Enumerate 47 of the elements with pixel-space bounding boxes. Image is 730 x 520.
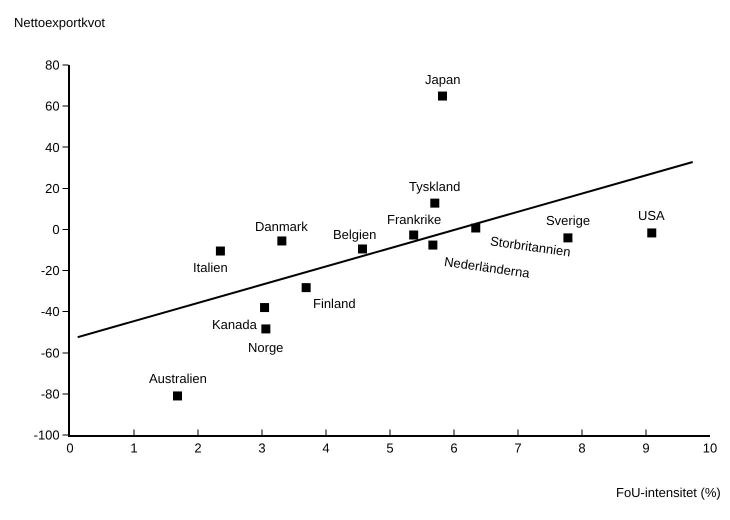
point bbox=[261, 324, 270, 334]
annotation: Japan bbox=[425, 72, 460, 87]
point bbox=[302, 283, 311, 292]
point bbox=[430, 198, 440, 208]
y-tick-label: -80 bbox=[40, 386, 60, 402]
point bbox=[358, 244, 367, 254]
point bbox=[428, 240, 438, 250]
point bbox=[173, 391, 182, 400]
annotation: Australien bbox=[149, 371, 207, 386]
x-axis-title: FoU-intensitet (%) bbox=[616, 485, 721, 500]
point bbox=[647, 228, 656, 238]
y-axis-title: Nettoexportkvot bbox=[14, 15, 106, 30]
annotation: Tyskland bbox=[409, 179, 460, 194]
y-tick-label: 0 bbox=[52, 222, 60, 237]
x-tick-label: 2 bbox=[194, 440, 202, 456]
x-tick-label: 8 bbox=[578, 440, 586, 456]
x-tick-label: 10 bbox=[702, 440, 718, 456]
annotation: Finland bbox=[313, 296, 356, 311]
annotation: Norge bbox=[248, 340, 284, 355]
x-tick-label: 6 bbox=[450, 440, 458, 456]
y-tick-label: 20 bbox=[45, 180, 60, 196]
point bbox=[409, 230, 418, 240]
y-tick-label: 80 bbox=[45, 58, 60, 73]
y-tick-label: 40 bbox=[45, 140, 60, 155]
y-tick-label: -100 bbox=[34, 428, 60, 443]
annotation: Belgien bbox=[333, 227, 376, 242]
annotation: Italien bbox=[193, 260, 228, 275]
point bbox=[438, 92, 447, 101]
x-tick-label: 5 bbox=[386, 440, 394, 456]
x-tick-label: 7 bbox=[514, 440, 522, 456]
x-tick-label: 4 bbox=[322, 440, 330, 456]
y-tick-label: 60 bbox=[45, 98, 60, 114]
point bbox=[277, 236, 286, 246]
x-tick-label: 9 bbox=[642, 440, 650, 456]
point bbox=[260, 303, 270, 312]
annotation: Sverige bbox=[546, 213, 590, 228]
annotation: USA bbox=[638, 208, 666, 223]
annotation: Kanada bbox=[212, 317, 258, 332]
annotation: Danmark bbox=[255, 219, 308, 234]
point bbox=[216, 246, 225, 256]
annotation: Frankrike bbox=[387, 212, 442, 227]
y-tick-label: -40 bbox=[40, 304, 60, 320]
y-tick-label: -60 bbox=[40, 345, 60, 360]
y-tick-label: -20 bbox=[40, 263, 60, 278]
x-tick-label: 1 bbox=[130, 440, 138, 456]
x-tick-label: 0 bbox=[66, 440, 74, 456]
x-tick-label: 3 bbox=[258, 440, 266, 456]
